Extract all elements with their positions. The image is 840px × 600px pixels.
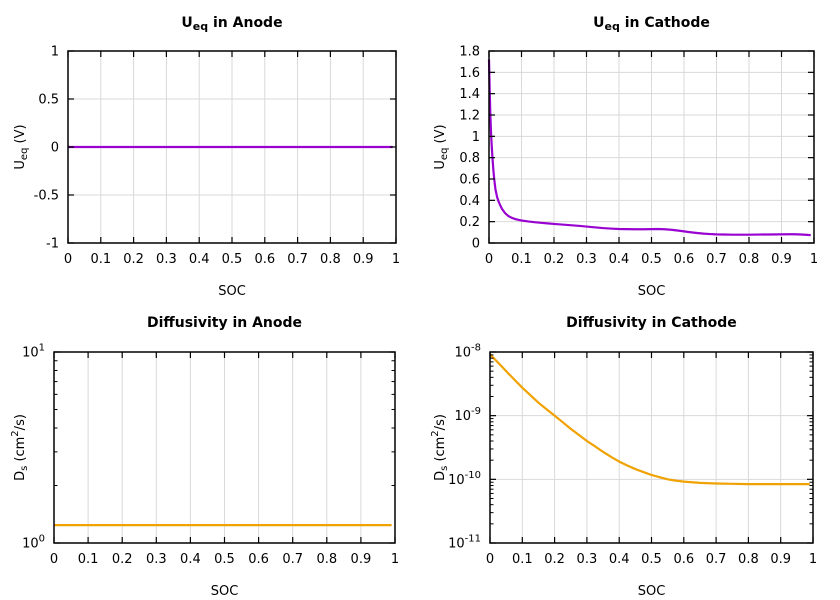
x-tick-label: 0.5 xyxy=(222,252,243,267)
y-tick-label: 10-9 xyxy=(454,406,481,424)
y-tick-label: 1.4 xyxy=(459,87,480,102)
x-tick-label: 0.2 xyxy=(123,252,144,267)
y-tick-label: 101 xyxy=(22,343,45,361)
x-tick-label: 0.6 xyxy=(254,252,275,267)
x-tick-label: 0.7 xyxy=(282,552,303,567)
x-tick-label: 0.3 xyxy=(146,552,167,567)
x-tick-label: 0.8 xyxy=(739,252,760,267)
x-tick-label: 1 xyxy=(392,252,400,267)
x-tick-label: 0.1 xyxy=(90,252,111,267)
x-tick-label: 0.5 xyxy=(641,252,662,267)
x-tick-label: 0.3 xyxy=(156,252,177,267)
x-tick-label: 0 xyxy=(486,552,494,567)
y-tick-label: 0 xyxy=(472,237,480,252)
x-tick-label: 0.9 xyxy=(771,252,792,267)
y-tick-label: 1 xyxy=(51,45,59,60)
x-tick-label: 1 xyxy=(391,552,399,567)
x-tick-label: 0 xyxy=(64,252,72,267)
x-tick-label: 0.1 xyxy=(512,552,533,567)
chart-ueq-anode: 0 0.1 0.2 0.3 0.4 0.5 0.6 0.7 0.8 0.9 1 -1 -0.5 0 0.5 1… xyxy=(13,15,400,299)
x-tick-label: 0.1 xyxy=(78,552,99,567)
y-tick-label: -0.5 xyxy=(34,189,59,204)
x-axis-label: SOC xyxy=(638,284,666,299)
panel-ueq-cathode: 0 0.1 0.2 0.3 0.4 0.5 0.6 0.7 0.8 0.9 1 0 0.2 0.4 0.6 0… xyxy=(420,0,840,300)
y-axis-label: Ueq (V) xyxy=(433,124,450,169)
y-tick-label: 1 xyxy=(472,130,480,145)
x-tick-label: 0.9 xyxy=(770,552,791,567)
x-tick-label: 0.4 xyxy=(609,252,630,267)
x-tick-label: 0.3 xyxy=(577,552,598,567)
x-tick-label: 0 xyxy=(485,252,493,267)
x-tick-label: 0.5 xyxy=(214,552,235,567)
x-axis-label: SOC xyxy=(211,584,239,599)
chart-diffusivity-anode: 0 0.1 0.2 0.3 0.4 0.5 0.6 0.7 0.8 0.9 1 100 101 Diffu… xyxy=(10,315,399,599)
y-tick-label: 10-8 xyxy=(454,343,481,361)
x-tick-label: 0.7 xyxy=(287,252,308,267)
x-tick-label: 0.2 xyxy=(112,552,133,567)
x-tick-label: 0.2 xyxy=(544,252,565,267)
x-tick-label: 0.1 xyxy=(511,252,532,267)
y-tick-label: 0.4 xyxy=(459,194,480,209)
x-tick-label: 0.8 xyxy=(316,552,337,567)
x-axis-label: SOC xyxy=(638,584,666,599)
chart-title: Diffusivity in Cathode xyxy=(566,315,737,331)
x-tick-label: 1 xyxy=(810,252,818,267)
chart-diffusivity-cathode: 0 0.1 0.2 0.3 0.4 0.5 0.6 0.7 0.8 0.9 1 10-8 10-9 10-… xyxy=(430,315,817,599)
y-tick-label: 0 xyxy=(51,141,59,156)
x-tick-label: 0.9 xyxy=(351,552,372,567)
chart-title: Diffusivity in Anode xyxy=(147,315,302,331)
y-tick-label: 10-11 xyxy=(448,534,481,552)
panel-diffusivity-cathode: 0 0.1 0.2 0.3 0.4 0.5 0.6 0.7 0.8 0.9 1 10-8 10-9 10-… xyxy=(420,300,840,600)
x-tick-label: 0.2 xyxy=(544,552,565,567)
y-tick-label: -1 xyxy=(46,237,59,252)
y-tick-label: 0.5 xyxy=(38,93,59,108)
y-axis-label: Ds (cm2/s) xyxy=(10,414,30,481)
y-tick-label: 1.8 xyxy=(459,45,480,60)
series-ueq-cathode-line xyxy=(487,59,811,237)
x-tick-label: 0.4 xyxy=(609,552,630,567)
y-tick-label: 1.2 xyxy=(459,109,480,124)
y-tick-label: 0.6 xyxy=(459,173,480,188)
x-tick-label: 0.3 xyxy=(576,252,597,267)
chart-title: Ueq in Anode xyxy=(181,15,282,33)
y-axis-label: Ueq (V) xyxy=(13,124,30,169)
x-tick-label: 0.7 xyxy=(706,552,727,567)
x-tick-label: 1 xyxy=(809,552,817,567)
x-tick-label: 0.9 xyxy=(353,252,374,267)
y-tick-label: 10-10 xyxy=(448,470,481,488)
series-diffusivity-cathode-line xyxy=(489,353,810,486)
panel-diffusivity-anode: 0 0.1 0.2 0.3 0.4 0.5 0.6 0.7 0.8 0.9 1 100 101 Diffu… xyxy=(0,300,420,600)
chart-ueq-cathode: 0 0.1 0.2 0.3 0.4 0.5 0.6 0.7 0.8 0.9 1 0 0.2 0.4 0.6 0… xyxy=(433,15,818,299)
x-tick-label: 0 xyxy=(50,552,58,567)
x-tick-label: 0.6 xyxy=(674,252,695,267)
x-tick-label: 0.4 xyxy=(180,552,201,567)
x-tick-label: 0.8 xyxy=(738,552,759,567)
chart-title: Ueq in Cathode xyxy=(593,15,710,33)
y-tick-label: 0.2 xyxy=(459,215,480,230)
x-tick-label: 0.7 xyxy=(706,252,727,267)
x-tick-label: 0.6 xyxy=(673,552,694,567)
panel-ueq-anode: 0 0.1 0.2 0.3 0.4 0.5 0.6 0.7 0.8 0.9 1 -1 -0.5 0 0.5 1… xyxy=(0,0,420,300)
y-tick-label: 1.6 xyxy=(459,66,480,81)
x-tick-label: 0.8 xyxy=(320,252,341,267)
y-tick-label: 100 xyxy=(22,534,45,552)
y-axis-label: Ds (cm2/s) xyxy=(430,414,450,481)
y-tick-label: 0.8 xyxy=(459,151,480,166)
x-axis-label: SOC xyxy=(218,284,246,299)
x-tick-label: 0.6 xyxy=(248,552,269,567)
x-tick-label: 0.4 xyxy=(189,252,210,267)
x-tick-label: 0.5 xyxy=(641,552,662,567)
